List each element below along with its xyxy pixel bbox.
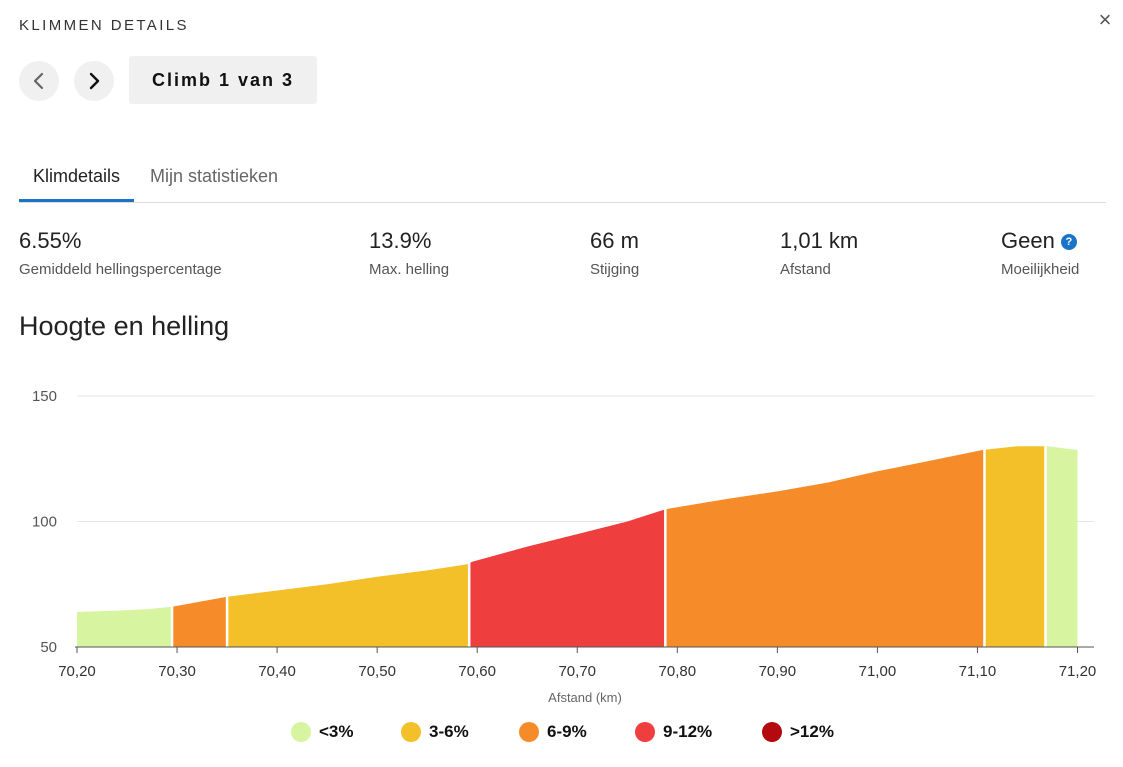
chart-legend: <3% 3-6% 6-9% 9-12% >12% <box>0 722 1123 748</box>
stat-avg-gradient: 6.55% Gemiddeld hellingspercentage <box>19 228 222 278</box>
legend-label: >12% <box>790 722 834 741</box>
chart-section-title: Hoogte en helling <box>19 311 230 341</box>
chevron-left-icon <box>33 72 44 90</box>
gradient-segment <box>665 449 985 647</box>
tab-bar: Klimdetails Mijn statistieken <box>19 160 1106 203</box>
x-tick-label: 70,30 <box>158 663 196 680</box>
stat-value: 66 m <box>590 228 639 253</box>
legend-label: 6-9% <box>547 722 587 741</box>
next-climb-button[interactable] <box>74 61 114 101</box>
chevron-right-icon <box>89 72 100 90</box>
x-tick-label: 70,20 <box>58 663 96 680</box>
legend-item: 9-12% <box>635 722 712 742</box>
stat-max-gradient: 13.9% Max. helling <box>369 228 449 278</box>
y-tick-label: 150 <box>32 388 57 405</box>
climb-counter: Climb 1 van 3 <box>129 56 317 104</box>
gradient-segment <box>227 563 470 647</box>
x-tick-label: 70,60 <box>458 663 496 680</box>
gradient-segment <box>172 596 228 647</box>
close-icon[interactable]: × <box>1098 7 1112 32</box>
legend-item: <3% <box>291 722 354 742</box>
gradient-segment <box>984 446 1046 647</box>
x-tick-label: 71,00 <box>859 663 897 680</box>
stat-elevation-gain: 66 m Stijging <box>590 228 639 278</box>
y-tick-label: 50 <box>40 639 57 656</box>
x-tick-label: 71,10 <box>959 663 997 680</box>
stat-label: Afstand <box>780 261 831 278</box>
active-tab-indicator <box>19 199 134 202</box>
legend-swatch <box>291 722 311 742</box>
stat-value: 13.9% <box>369 228 432 253</box>
stat-label: Moeilijkheid <box>1001 261 1080 278</box>
legend-swatch <box>519 722 539 742</box>
gradient-segment <box>77 606 172 647</box>
x-axis-label: Afstand (km) <box>548 690 622 705</box>
legend-label: 3-6% <box>429 722 469 741</box>
stat-value: Geen? <box>1001 228 1079 254</box>
stat-label: Max. helling <box>369 261 450 278</box>
stat-label: Stijging <box>590 261 640 278</box>
stat-distance: 1,01 km Afstand <box>780 228 858 278</box>
tab-klimdetails[interactable]: Klimdetails <box>33 166 121 186</box>
legend-swatch <box>635 722 655 742</box>
legend-swatch <box>401 722 421 742</box>
legend-label: 9-12% <box>663 722 713 741</box>
x-tick-label: 70,90 <box>759 663 797 680</box>
legend-swatch <box>762 722 782 742</box>
x-tick-label: 70,40 <box>258 663 296 680</box>
y-tick-label: 100 <box>32 514 57 531</box>
gradient-segment <box>1045 446 1078 647</box>
x-tick-label: 70,70 <box>558 663 596 680</box>
previous-climb-button[interactable] <box>19 61 59 101</box>
tab-mijn-statistieken[interactable]: Mijn statistieken <box>150 166 279 186</box>
gradient-segment <box>469 509 666 647</box>
legend-item: >12% <box>762 722 834 742</box>
legend-label: <3% <box>319 722 354 741</box>
elevation-chart: 50 100 150 70,20 70,30 70,40 70,50 70,60 70,70 70… <box>32 388 1097 705</box>
legend-item: 3-6% <box>401 722 469 742</box>
stat-label: Gemiddeld hellingspercentage <box>19 261 222 278</box>
stat-value: 1,01 km <box>780 228 859 253</box>
legend-item: 6-9% <box>519 722 587 742</box>
x-tick-label: 70,80 <box>659 663 697 680</box>
x-tick-label: 70,50 <box>358 663 396 680</box>
stat-difficulty: Geen? Moeilijkheid <box>1001 228 1079 278</box>
x-tick-label: 71,20 <box>1059 663 1097 680</box>
panel-title: KLIMMEN DETAILS <box>19 17 189 34</box>
difficulty-value: Geen <box>1001 228 1055 253</box>
help-icon[interactable]: ? <box>1060 234 1077 250</box>
stat-value: 6.55% <box>19 228 82 253</box>
